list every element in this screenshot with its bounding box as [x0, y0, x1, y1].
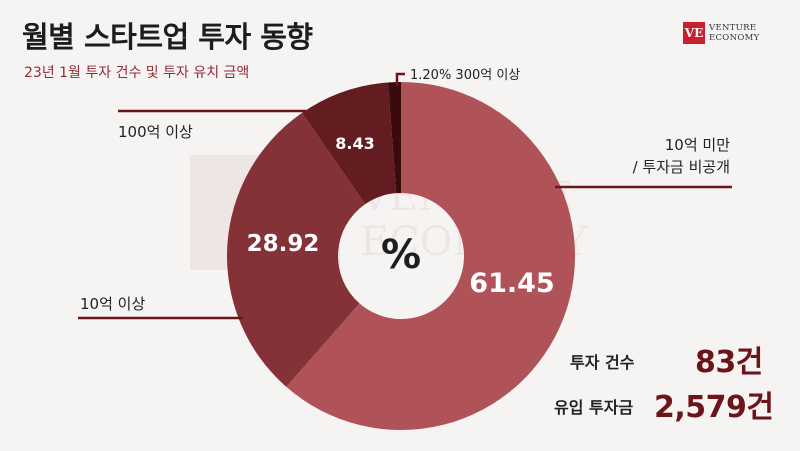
investment-count-label: 투자 건수 [570, 353, 635, 372]
brand-logo: VE VENTURE ECONOMY [683, 22, 760, 44]
category-label-lt10-line1: 10억 미만 [665, 136, 730, 154]
category-label-gte300: 1.20% 300억 이상 [410, 68, 520, 83]
page-title: 월별 스타트업 투자 동향 [22, 20, 313, 54]
logo-mark-icon: VE [683, 22, 705, 44]
slice-gte10 [227, 112, 366, 387]
investment-amount-value: 2,579건 [654, 390, 774, 425]
leader-lines [78, 72, 732, 320]
category-label-gte10: 10억 이상 [80, 295, 145, 313]
leader-line-gte300 [395, 72, 405, 86]
category-label-gte100: 100억 이상 [118, 123, 193, 141]
slice-gte300 [387, 82, 401, 194]
logo-line-2: ECONOMY [709, 33, 760, 43]
slice-value-gte10: 28.92 [247, 231, 320, 257]
slice-value-lt10: 61.45 [469, 268, 554, 299]
slice-gte100 [302, 82, 397, 205]
category-label-lt10-line2: / 투자금 비공개 [633, 158, 730, 176]
page-subtitle: 23년 1월 투자 건수 및 투자 유치 금액 [24, 65, 250, 81]
center-label: % [381, 232, 421, 278]
slice-value-gte100: 8.43 [335, 134, 374, 153]
logo-text: VENTURE ECONOMY [709, 23, 760, 43]
investment-count-value: 83건 [695, 345, 763, 380]
donut-slices [227, 82, 576, 431]
logo-line-1: VENTURE [709, 23, 757, 33]
slice-lt10 [286, 82, 576, 431]
investment-amount-label: 유입 투자금 [554, 398, 634, 417]
